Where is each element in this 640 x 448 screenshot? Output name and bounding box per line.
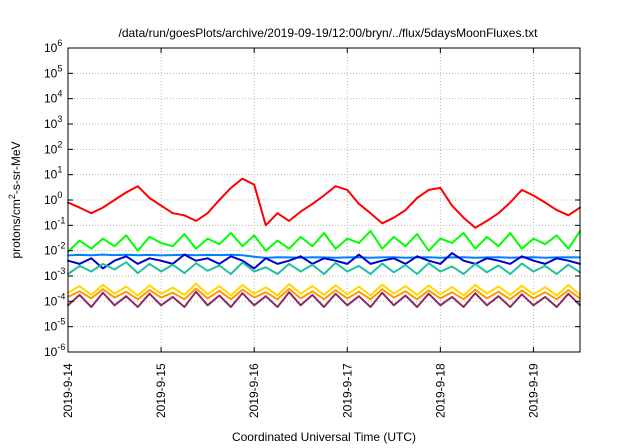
series-line-4 bbox=[67, 252, 581, 270]
x-axis-label: Coordinated Universal Time (UTC) bbox=[232, 430, 416, 444]
x-tick-label: 2019-9-14 bbox=[61, 363, 75, 418]
y-tick-label: 106 bbox=[44, 38, 62, 55]
series-line-5 bbox=[67, 261, 581, 275]
series-line-2 bbox=[67, 230, 581, 253]
series-line-1 bbox=[67, 177, 581, 229]
y-tick-label: 100 bbox=[44, 190, 62, 207]
series-line-8 bbox=[67, 290, 581, 308]
y-tick-label: 103 bbox=[44, 114, 62, 131]
x-tick-label: 2019-9-15 bbox=[154, 363, 168, 418]
y-tick-label: 10-5 bbox=[44, 317, 65, 334]
y-tick-label: 10-4 bbox=[44, 291, 65, 308]
y-tick-label: 104 bbox=[44, 89, 62, 106]
chart-title: /data/run/goesPlots/archive/2019-09-19/1… bbox=[119, 26, 539, 40]
series-line-6 bbox=[67, 282, 581, 297]
y-axis-label: protons/cm2-s-sr-MeV bbox=[7, 141, 23, 258]
grid bbox=[68, 48, 580, 352]
series-group bbox=[67, 177, 581, 308]
x-tick-label: 2019-9-18 bbox=[433, 363, 447, 418]
y-tick-label: 10-2 bbox=[44, 241, 65, 258]
x-tick-label: 2019-9-16 bbox=[247, 363, 261, 418]
y-tick-label: 101 bbox=[44, 165, 62, 182]
y-tick-label: 10-6 bbox=[44, 342, 65, 359]
x-tick-label: 2019-9-19 bbox=[526, 363, 540, 418]
series-line-7 bbox=[67, 287, 581, 301]
y-tick-label: 10-3 bbox=[44, 266, 65, 283]
y-tick-label: 105 bbox=[44, 63, 62, 80]
x-tick-label: 2019-9-17 bbox=[340, 363, 354, 418]
y-tick-label: 102 bbox=[44, 139, 62, 156]
y-tick-label: 10-1 bbox=[44, 215, 65, 232]
ticks: 10-6 10-5 10-4 10-3 10-2 10-1 100 101 102 103 104 1… bbox=[44, 38, 580, 418]
